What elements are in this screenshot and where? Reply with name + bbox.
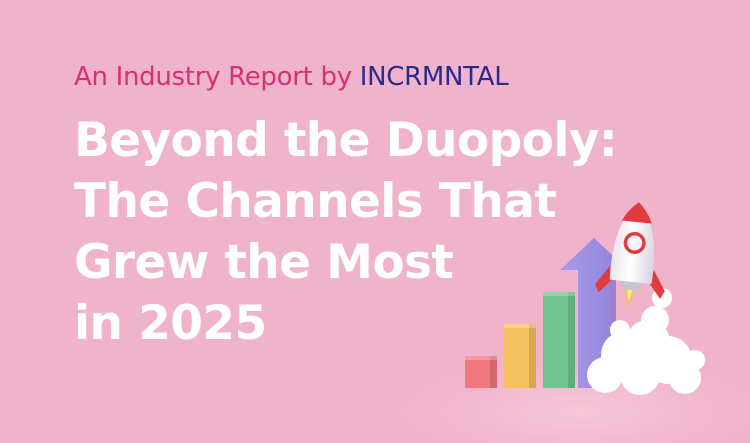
rocket-smoke-cloud [587,288,705,395]
bar-1-highlight [465,356,497,360]
report-title: Beyond the Duopoly: The Channels That Gr… [74,110,618,354]
title-line-4: in 2025 [74,296,267,351]
bar-1 [465,356,497,388]
bar-3-highlight [543,292,575,296]
bar-2-highlight [504,324,536,328]
subtitle-lead: An Industry Report by [74,62,360,92]
growth-illustration [400,202,750,443]
bar-3 [543,292,575,388]
bar-3-shade [568,292,575,388]
bar-2 [504,324,536,388]
bar-group [465,292,575,388]
bar-2-shade [529,324,536,388]
title-line-2: The Channels That [74,174,557,229]
report-subtitle: An Industry Report by INCRMNTAL [74,62,509,92]
brand-name: INCRMNTAL [359,62,509,92]
bar-1-shade [490,356,497,388]
title-line-1: Beyond the Duopoly: [74,113,618,168]
rocket-icon [595,202,665,308]
title-line-3: Grew the Most [74,235,454,290]
